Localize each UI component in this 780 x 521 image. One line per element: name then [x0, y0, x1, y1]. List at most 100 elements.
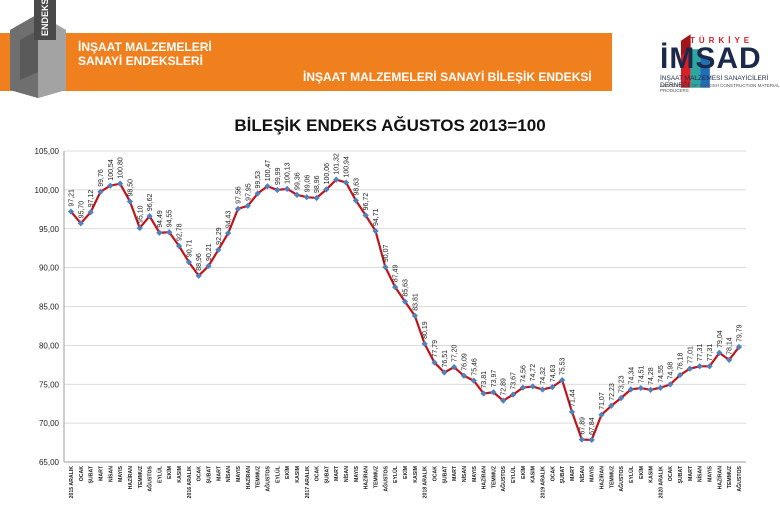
data-label: 74,55	[658, 365, 665, 383]
data-label: 100,13	[285, 162, 292, 184]
data-label: 73,81	[481, 371, 488, 389]
x-tick-label: EYLÜL	[274, 465, 281, 483]
x-tick-label: EYLÜL	[628, 465, 635, 483]
x-tick-label: ŞUBAT	[207, 465, 213, 483]
data-label: 97,95	[245, 183, 252, 201]
x-tick-label: TEMMUZ	[256, 465, 262, 488]
x-tick-label: MAYIS	[354, 465, 360, 481]
x-tick-label: EKİM	[520, 466, 527, 479]
data-label: 74,32	[540, 367, 547, 385]
data-point	[549, 384, 556, 391]
header-title: İNŞAAT MALZEMELERİ SANAYİ ENDEKSLERİ	[78, 40, 212, 68]
data-point	[647, 386, 654, 393]
x-tick-label: AĞUSTOS	[499, 465, 507, 491]
data-point	[67, 208, 75, 215]
x-tick-label: 2015 ARALIK	[69, 466, 75, 499]
data-label: 94,49	[157, 210, 164, 228]
x-tick-label: EKİM	[402, 466, 409, 479]
data-point	[470, 377, 477, 384]
data-point	[234, 205, 242, 212]
data-label: 94,55	[167, 210, 174, 228]
data-label: 100,47	[265, 160, 272, 182]
x-tick-label: MAYIS	[472, 465, 478, 481]
x-tick-label: AĞUSTOS	[735, 465, 743, 491]
data-point	[215, 246, 222, 253]
data-label: 100,94	[344, 156, 351, 178]
x-tick-label: HAZİRAN	[481, 466, 488, 490]
x-tick-label: MAYIS	[708, 465, 714, 481]
y-tick-label: 90,00	[39, 264, 60, 273]
data-label: 71,07	[599, 392, 606, 410]
logo-text: ENDEKS	[40, 0, 50, 36]
x-tick-label: 2019 ARALIK	[541, 466, 547, 499]
data-label: 98,50	[127, 179, 134, 197]
y-tick-label: 80,00	[39, 341, 60, 350]
data-label: 76,18	[678, 352, 685, 370]
data-label: 87,49	[393, 265, 400, 283]
data-label: 78,14	[727, 337, 734, 355]
data-label: 77,79	[432, 340, 439, 358]
x-tick-label: EYLÜL	[510, 465, 517, 483]
data-label: 96,72	[363, 193, 370, 211]
x-tick-label: NİSAN	[107, 466, 114, 482]
x-tick-label: OCAK	[668, 466, 674, 482]
data-label: 74,63	[550, 365, 557, 383]
data-label: 74,56	[520, 365, 527, 383]
data-point	[460, 372, 468, 379]
data-label: 97,56	[236, 186, 243, 204]
data-point	[166, 229, 173, 236]
x-tick-label: KASIM	[177, 466, 183, 483]
data-label: 77,31	[697, 344, 704, 362]
x-tick-label: 2020 ARALIK	[658, 466, 664, 499]
x-tick-label: MAYIS	[118, 465, 124, 481]
y-tick-label: 75,00	[39, 380, 60, 389]
data-label: 90,71	[186, 239, 193, 257]
data-label: 90,07	[383, 244, 390, 262]
x-tick-label: MART	[216, 465, 222, 481]
data-label: 80,19	[422, 321, 429, 339]
x-tick-label: OCAK	[197, 466, 203, 482]
x-tick-label: MAYIS	[236, 465, 242, 481]
data-point	[87, 209, 94, 216]
data-label: 73,67	[511, 372, 518, 390]
data-label: 73,23	[619, 375, 626, 393]
data-label: 88,96	[196, 253, 203, 271]
data-point	[726, 356, 733, 363]
y-tick-label: 105,00	[35, 147, 60, 156]
data-label: 74,72	[530, 364, 537, 382]
data-point	[303, 194, 310, 201]
data-point	[500, 397, 507, 404]
x-tick-label: HAZİRAN	[245, 466, 252, 490]
data-label: 74,28	[648, 367, 655, 385]
y-tick-label: 95,00	[39, 225, 60, 234]
data-label: 74,34	[628, 367, 635, 385]
data-label: 100,80	[118, 157, 125, 179]
data-label: 77,01	[687, 346, 694, 364]
x-tick-label: TEMMUZ	[374, 465, 380, 488]
data-point	[490, 389, 497, 396]
data-point	[244, 202, 251, 209]
data-point	[637, 384, 644, 392]
data-point	[421, 340, 428, 348]
x-tick-label: EYLÜL	[392, 465, 399, 483]
data-point	[451, 364, 458, 371]
x-tick-label: OCAK	[79, 466, 85, 482]
data-label: 97,21	[69, 189, 76, 207]
x-tick-label: MART	[688, 465, 694, 481]
data-point	[559, 377, 566, 384]
data-label: 100,06	[324, 163, 331, 185]
brand-country: TÜRKİYE	[690, 36, 754, 45]
data-label: 79,04	[717, 330, 724, 348]
data-label: 72,23	[609, 383, 616, 401]
data-point	[77, 220, 84, 227]
data-label: 76,51	[442, 350, 449, 368]
data-point	[97, 188, 104, 195]
data-point	[696, 363, 703, 370]
x-tick-label: TEMMUZ	[727, 465, 733, 488]
x-tick-label: AĞUSTOS	[381, 465, 389, 491]
data-label: 99,76	[98, 169, 105, 187]
x-tick-label: MAYIS	[590, 465, 596, 481]
x-tick-label: 2018 ARALIK	[423, 466, 429, 499]
x-tick-label: ŞUBAT	[89, 465, 95, 483]
data-label: 95,70	[78, 201, 85, 219]
